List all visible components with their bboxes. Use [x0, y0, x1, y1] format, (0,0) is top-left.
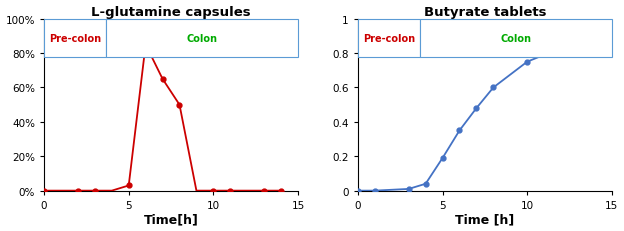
- Bar: [44, 20, 106, 57]
- Title: Butyrate tablets: Butyrate tablets: [424, 6, 546, 18]
- Title: L-glutamine capsules: L-glutamine capsules: [91, 6, 251, 18]
- Text: Pre-colon: Pre-colon: [49, 33, 101, 43]
- Text: Colon: Colon: [500, 33, 532, 43]
- Bar: [358, 20, 420, 57]
- Bar: [106, 20, 298, 57]
- Bar: [420, 20, 612, 57]
- Text: Colon: Colon: [187, 33, 218, 43]
- Text: Pre-colon: Pre-colon: [363, 33, 415, 43]
- X-axis label: Time[h]: Time[h]: [144, 213, 198, 225]
- X-axis label: Time [h]: Time [h]: [456, 213, 515, 225]
